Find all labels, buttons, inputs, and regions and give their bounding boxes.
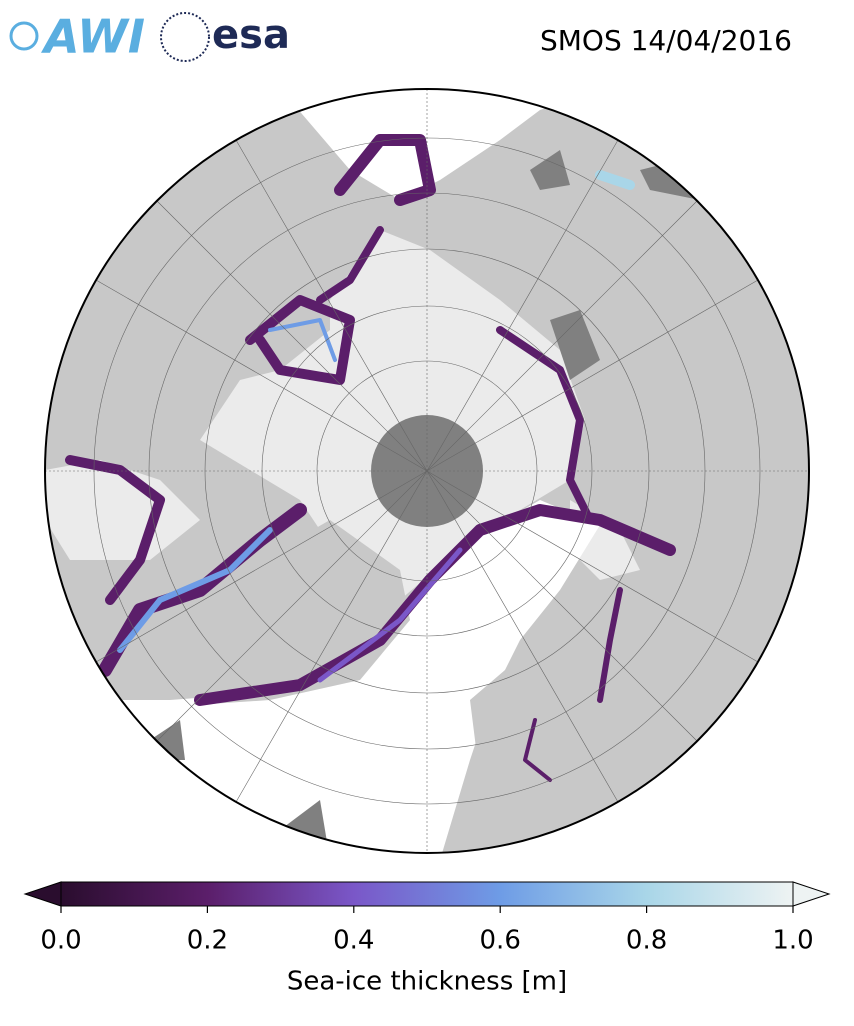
tick-label: 1.0 bbox=[772, 926, 813, 956]
ice-edge bbox=[65, 134, 676, 782]
map-title: SMOS 14/04/2016 bbox=[540, 24, 792, 57]
map bbox=[45, 89, 809, 853]
colorbar-label: Sea-ice thickness [m] bbox=[287, 967, 567, 997]
tick-label: 0.6 bbox=[480, 926, 521, 956]
colorbar-scale bbox=[60, 881, 794, 907]
graticule bbox=[45, 89, 809, 853]
tick-label: 0.2 bbox=[187, 926, 228, 956]
colorbar: 0.0 0.2 0.4 0.6 0.8 1.0 bbox=[23, 881, 831, 956]
map-frame bbox=[44, 88, 810, 854]
colorbar-extend bbox=[23, 881, 62, 907]
logo-text: AWI bbox=[41, 10, 145, 64]
logo-text: esa bbox=[212, 12, 290, 58]
esa-logo: esa bbox=[160, 12, 290, 62]
awi-logo: AWI bbox=[9, 10, 145, 64]
colorbar-extend bbox=[792, 881, 831, 907]
tick-label: 0.8 bbox=[626, 926, 667, 956]
tick-label: 0.4 bbox=[333, 926, 374, 956]
tick-label: 0.0 bbox=[40, 926, 81, 956]
